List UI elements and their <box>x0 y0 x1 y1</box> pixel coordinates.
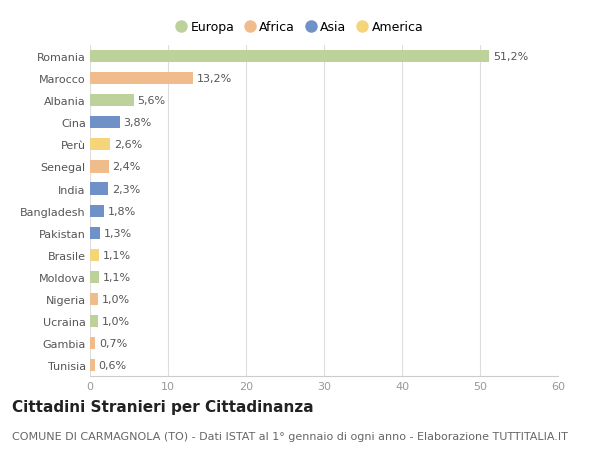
Bar <box>90 337 95 349</box>
Text: 0,7%: 0,7% <box>100 338 128 348</box>
Text: 13,2%: 13,2% <box>197 74 232 84</box>
Bar <box>90 139 110 151</box>
Bar <box>90 249 98 261</box>
Text: 1,8%: 1,8% <box>108 206 136 216</box>
Text: 1,1%: 1,1% <box>103 250 131 260</box>
Text: 2,6%: 2,6% <box>114 140 142 150</box>
Bar <box>90 161 109 173</box>
Text: 1,0%: 1,0% <box>102 316 130 326</box>
Bar <box>90 183 108 195</box>
Bar <box>90 205 104 217</box>
Text: 1,3%: 1,3% <box>104 228 132 238</box>
Bar <box>90 73 193 85</box>
Text: 2,3%: 2,3% <box>112 184 140 194</box>
Text: 3,8%: 3,8% <box>124 118 152 128</box>
Text: 0,6%: 0,6% <box>98 360 127 370</box>
Bar <box>90 293 98 305</box>
Text: 5,6%: 5,6% <box>137 96 166 106</box>
Text: 1,0%: 1,0% <box>102 294 130 304</box>
Bar <box>90 359 95 371</box>
Bar <box>90 271 98 283</box>
Text: COMUNE DI CARMAGNOLA (TO) - Dati ISTAT al 1° gennaio di ogni anno - Elaborazione: COMUNE DI CARMAGNOLA (TO) - Dati ISTAT a… <box>12 431 568 442</box>
Text: Cittadini Stranieri per Cittadinanza: Cittadini Stranieri per Cittadinanza <box>12 399 314 414</box>
Bar <box>90 227 100 239</box>
Bar <box>90 51 490 63</box>
Text: 1,1%: 1,1% <box>103 272 131 282</box>
Legend: Europa, Africa, Asia, America: Europa, Africa, Asia, America <box>175 18 426 36</box>
Bar <box>90 95 134 107</box>
Bar <box>90 315 98 327</box>
Text: 2,4%: 2,4% <box>113 162 141 172</box>
Text: 51,2%: 51,2% <box>493 52 529 62</box>
Bar <box>90 117 119 129</box>
